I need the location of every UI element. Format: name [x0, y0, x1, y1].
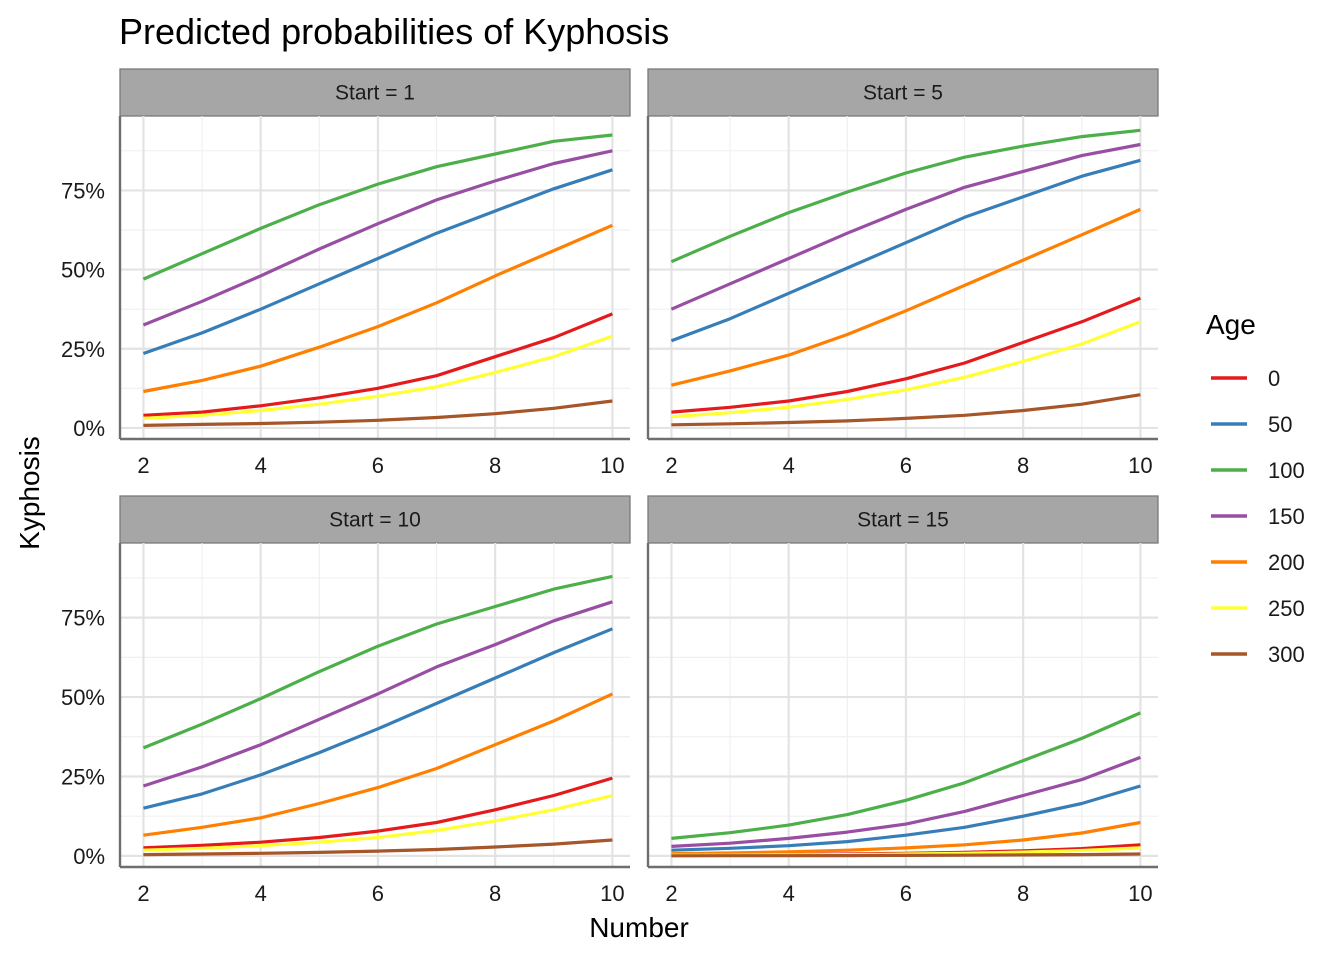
series-line-age-250	[143, 334, 613, 420]
series-line-age-100	[142, 133, 613, 281]
chart-title: Predicted probabilities of Kyphosis	[119, 11, 669, 52]
series-line-age-0	[671, 296, 1141, 414]
facet-strip-label: Start = 5	[863, 82, 943, 105]
x-tick-label: 6	[900, 453, 912, 478]
y-tick-label: 75%	[61, 178, 105, 203]
x-tick-label: 8	[489, 881, 501, 906]
x-tick-label: 6	[372, 881, 384, 906]
x-tick-label: 2	[137, 453, 149, 478]
legend-label-age-200: 200	[1268, 550, 1305, 575]
facet-panel: Start = 5 2 4 6 8 10	[646, 68, 1159, 478]
facet-panel: Start = 15 2 4 6 8 10	[646, 495, 1159, 906]
x-tick-label: 4	[255, 881, 267, 906]
series-line-age-200	[143, 692, 614, 837]
legend-label-age-50: 50	[1268, 412, 1292, 437]
x-tick-label: 4	[783, 453, 795, 478]
series-line-age-200	[671, 820, 1141, 856]
series-line-age-150	[142, 600, 613, 788]
y-tick-label: 25%	[61, 764, 105, 789]
series-line-age-50	[142, 168, 613, 356]
facet-strip	[647, 495, 1159, 544]
y-axis-title: Kyphosis	[14, 436, 45, 550]
x-tick-label: 10	[600, 453, 624, 478]
series-line-age-150	[670, 142, 1141, 311]
series-line-age-300	[671, 852, 1141, 858]
x-tick-label: 10	[1128, 453, 1152, 478]
x-tick-label: 2	[665, 881, 677, 906]
series-line-age-100	[671, 711, 1142, 840]
series-line-age-0	[143, 312, 614, 417]
series-line-age-300	[143, 399, 613, 427]
x-tick-label: 8	[1017, 453, 1029, 478]
series-line-age-0	[143, 776, 613, 850]
x-tick-label: 2	[137, 881, 149, 906]
series-line-age-250	[671, 320, 1141, 419]
series-line-age-200	[671, 207, 1142, 387]
legend-title: Age	[1206, 309, 1256, 340]
y-tick-label: 75%	[61, 606, 105, 631]
series-line-age-50	[670, 158, 1141, 343]
series-line-age-50	[143, 627, 614, 810]
facet-panel: Start = 1 2 4 6 8 10 0% 25% 50% 75%	[61, 68, 631, 478]
legend: Age 0 50 100 150 200 250 300	[1206, 309, 1305, 667]
y-tick-label: 0%	[73, 416, 105, 441]
x-tick-label: 6	[372, 453, 384, 478]
series-line-age-50	[671, 784, 1141, 852]
facet-panels: Start = 1 2 4 6 8 10 0% 25% 50% 75% Start = 5 2 4 6 8 1…	[61, 68, 1159, 906]
facet-strip	[119, 495, 631, 544]
x-tick-label: 10	[600, 881, 624, 906]
x-tick-label: 2	[665, 453, 677, 478]
facet-strip-label: Start = 1	[335, 82, 415, 105]
x-tick-label: 4	[255, 453, 267, 478]
y-tick-label: 0%	[73, 844, 105, 869]
series-line-age-150	[142, 149, 613, 327]
series-line-age-250	[143, 793, 613, 852]
facet-panel: Start = 10 2 4 6 8 10 0% 25% 50% 75%	[61, 495, 631, 906]
legend-label-age-0: 0	[1268, 366, 1280, 391]
y-tick-label: 50%	[61, 258, 105, 283]
x-tick-label: 8	[1017, 881, 1029, 906]
facet-strip	[647, 68, 1159, 117]
series-line-age-300	[671, 393, 1141, 427]
facet-strip	[119, 68, 631, 117]
x-tick-label: 4	[783, 881, 795, 906]
series-line-age-100	[142, 574, 613, 750]
series-line-age-150	[671, 755, 1141, 848]
x-tick-label: 10	[1128, 881, 1152, 906]
legend-label-age-100: 100	[1268, 458, 1305, 483]
x-tick-label: 8	[489, 453, 501, 478]
legend-label-age-300: 300	[1268, 642, 1305, 667]
legend-label-age-150: 150	[1268, 504, 1305, 529]
facet-strip-label: Start = 10	[329, 509, 421, 532]
series-line-age-200	[143, 223, 614, 394]
x-axis-title: Number	[589, 912, 689, 943]
y-tick-label: 25%	[61, 337, 105, 362]
legend-label-age-250: 250	[1268, 596, 1305, 621]
facet-strip-label: Start = 15	[857, 509, 949, 532]
x-tick-label: 6	[900, 881, 912, 906]
series-line-age-300	[143, 838, 613, 857]
series-line-age-100	[670, 128, 1141, 264]
y-tick-label: 50%	[61, 685, 105, 710]
